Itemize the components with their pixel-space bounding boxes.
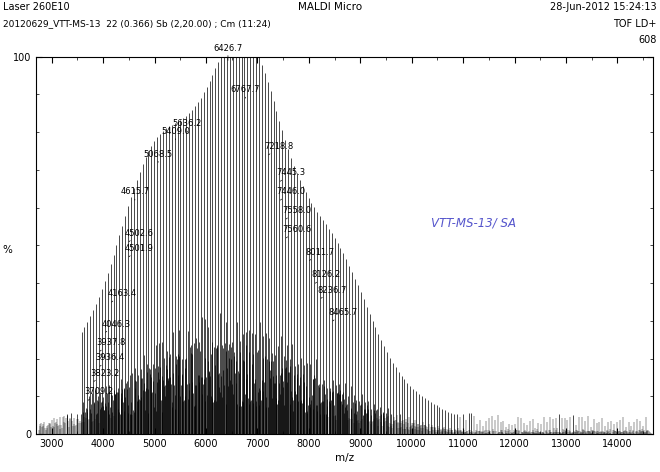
Text: 4163.4: 4163.4 [108, 289, 137, 302]
Text: 28-Jun-2012 15:24:13: 28-Jun-2012 15:24:13 [550, 2, 657, 12]
Text: 3936.4: 3936.4 [96, 354, 125, 366]
Text: 4501.9: 4501.9 [125, 244, 154, 257]
Text: 6767.7: 6767.7 [231, 85, 260, 98]
Text: 3709.2: 3709.2 [84, 388, 114, 400]
Text: 3823.2: 3823.2 [90, 369, 119, 381]
Text: 7218.8: 7218.8 [265, 142, 294, 155]
Text: 8465.7: 8465.7 [329, 308, 358, 321]
Text: VTT-MS-13/ SA: VTT-MS-13/ SA [431, 216, 516, 229]
Text: Laser 260E10: Laser 260E10 [3, 2, 70, 12]
Text: 8011.7: 8011.7 [306, 248, 335, 261]
Text: 7445.3: 7445.3 [277, 169, 306, 181]
Text: 20120629_VTT-MS-13  22 (0.366) Sb (2,20.00) ; Cm (11:24): 20120629_VTT-MS-13 22 (0.366) Sb (2,20.0… [3, 19, 271, 28]
Text: 4615.7: 4615.7 [120, 187, 149, 200]
Text: TOF LD+: TOF LD+ [613, 19, 657, 29]
Text: 5068.5: 5068.5 [143, 150, 173, 162]
Text: 7558.0: 7558.0 [282, 206, 311, 219]
Text: 4502.6: 4502.6 [125, 229, 154, 242]
Text: 6426.7: 6426.7 [213, 44, 243, 60]
Y-axis label: %: % [3, 245, 13, 255]
Text: 608: 608 [638, 35, 657, 45]
Text: 4046.3: 4046.3 [102, 320, 131, 332]
Text: 3937.8: 3937.8 [96, 338, 125, 351]
Text: 7446.0: 7446.0 [277, 187, 306, 200]
Text: 7560.6: 7560.6 [282, 225, 312, 238]
Text: 5636.2: 5636.2 [173, 119, 202, 132]
Text: 8126.2: 8126.2 [312, 270, 341, 283]
Text: MALDI Micro: MALDI Micro [298, 2, 362, 12]
Text: 5409.0: 5409.0 [161, 127, 190, 140]
X-axis label: m/z: m/z [335, 453, 354, 463]
Text: 8236.7: 8236.7 [317, 286, 347, 298]
